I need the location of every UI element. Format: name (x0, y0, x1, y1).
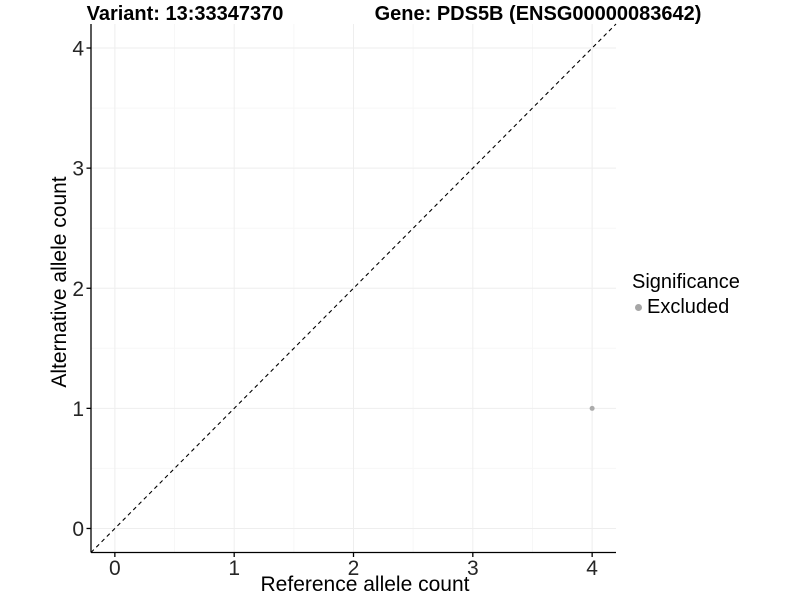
y-tick-label: 3 (72, 158, 84, 181)
data-point (589, 405, 595, 411)
x-tick-label: 0 (109, 557, 121, 580)
y-tick-label: 0 (72, 518, 84, 541)
gene-title: Gene: PDS5B (ENSG00000083642) (374, 3, 702, 25)
x-tick-label: 1 (228, 557, 240, 580)
legend-item-label: Excluded (647, 296, 730, 318)
variant-title: Variant: 13:33347370 (86, 3, 284, 25)
legend-item-excluded: Excluded (632, 295, 740, 319)
legend-title: Significance (632, 271, 740, 293)
legend: Significance Excluded (632, 270, 740, 319)
y-tick-label: 2 (72, 278, 84, 301)
x-tick-label: 3 (467, 557, 479, 580)
x-axis-title: Reference allele count (260, 573, 470, 596)
y-axis-title: Alternative allele count (48, 176, 71, 388)
legend-point-icon (635, 303, 642, 311)
y-tick-label: 4 (72, 38, 84, 61)
x-tick-label: 4 (586, 557, 598, 580)
x-tick-label: 2 (348, 557, 360, 580)
y-tick-label: 1 (72, 398, 84, 421)
